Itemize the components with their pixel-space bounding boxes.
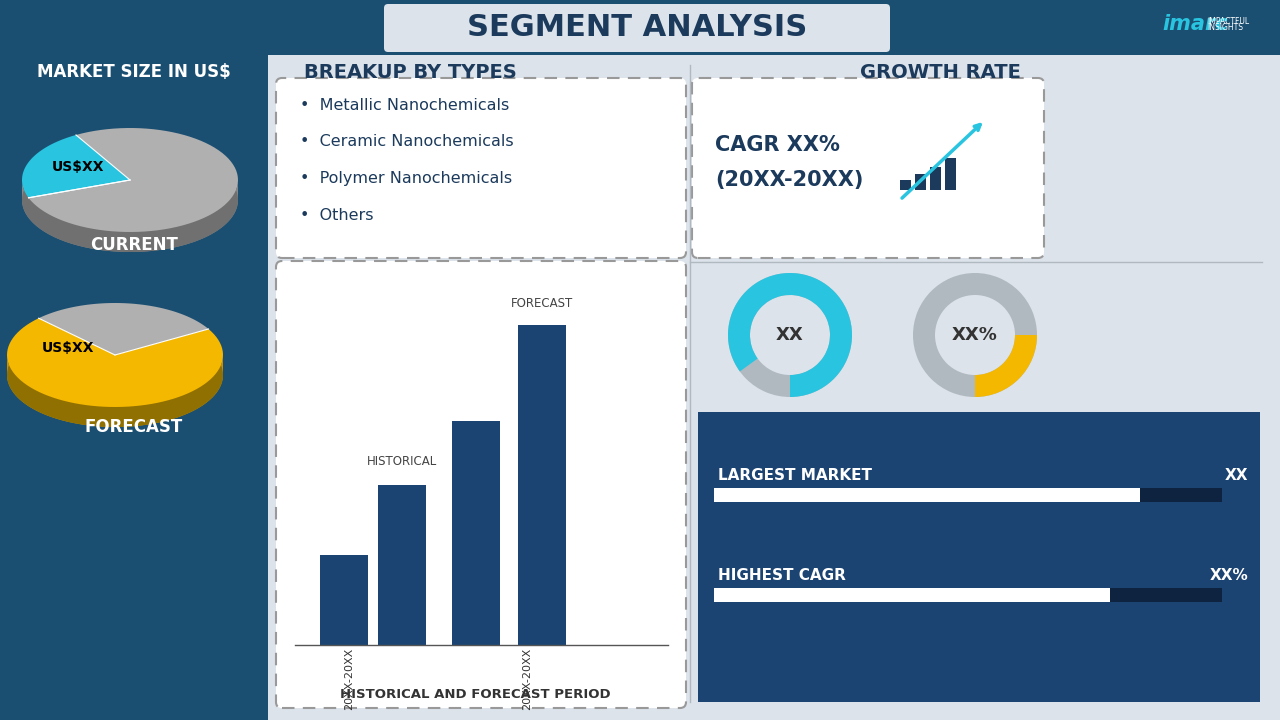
Text: FORECAST: FORECAST [84, 418, 183, 436]
Text: XX%: XX% [952, 326, 998, 344]
Wedge shape [913, 273, 1037, 397]
Polygon shape [28, 128, 238, 232]
FancyBboxPatch shape [384, 4, 890, 52]
Text: HISTORICAL AND FORECAST PERIOD: HISTORICAL AND FORECAST PERIOD [339, 688, 611, 701]
Ellipse shape [22, 148, 238, 252]
Wedge shape [728, 273, 852, 397]
Text: •  Others: • Others [300, 209, 374, 223]
Polygon shape [22, 180, 238, 252]
Text: MARKET SIZE IN US$: MARKET SIZE IN US$ [37, 63, 230, 81]
Text: XX%: XX% [1210, 567, 1248, 582]
FancyBboxPatch shape [900, 180, 911, 190]
FancyBboxPatch shape [276, 261, 686, 708]
FancyBboxPatch shape [714, 488, 1222, 502]
Text: •  Ceramic Nanochemicals: • Ceramic Nanochemicals [300, 135, 513, 150]
Ellipse shape [6, 323, 223, 427]
FancyBboxPatch shape [0, 0, 1280, 55]
Text: FORECAST: FORECAST [511, 297, 573, 310]
FancyBboxPatch shape [698, 412, 1260, 702]
Text: IMPACTFUL: IMPACTFUL [1207, 17, 1249, 25]
Text: •  Polymer Nanochemicals: • Polymer Nanochemicals [300, 171, 512, 186]
Text: SEGMENT ANALYSIS: SEGMENT ANALYSIS [467, 14, 808, 42]
FancyBboxPatch shape [714, 588, 1222, 602]
Text: •  Metallic Nanochemicals: • Metallic Nanochemicals [300, 97, 509, 112]
Text: LARGEST MARKET: LARGEST MARKET [718, 467, 872, 482]
Wedge shape [975, 335, 1037, 397]
Text: INSIGHTS: INSIGHTS [1207, 24, 1243, 32]
Text: BREAKUP BY TYPES: BREAKUP BY TYPES [305, 63, 517, 83]
Wedge shape [728, 273, 852, 397]
Text: XX: XX [776, 326, 804, 344]
FancyBboxPatch shape [276, 78, 686, 258]
Polygon shape [6, 355, 223, 427]
Text: US$XX: US$XX [42, 341, 95, 355]
Text: CAGR XX%: CAGR XX% [716, 135, 840, 155]
FancyBboxPatch shape [378, 485, 426, 645]
Polygon shape [38, 303, 209, 355]
Text: 20XX-20XX: 20XX-20XX [344, 648, 355, 710]
Text: (20XX-20XX): (20XX-20XX) [716, 170, 864, 190]
FancyBboxPatch shape [452, 421, 500, 645]
Text: HIGHEST CAGR: HIGHEST CAGR [718, 567, 846, 582]
FancyBboxPatch shape [320, 555, 369, 645]
FancyBboxPatch shape [714, 488, 1140, 502]
Text: imarc: imarc [1162, 14, 1228, 34]
Text: XX: XX [1225, 467, 1248, 482]
FancyBboxPatch shape [692, 78, 1044, 258]
Polygon shape [6, 318, 223, 407]
FancyBboxPatch shape [931, 167, 941, 190]
Text: US$XX: US$XX [51, 160, 104, 174]
FancyBboxPatch shape [0, 0, 268, 720]
FancyBboxPatch shape [518, 325, 566, 645]
Text: CURRENT: CURRENT [90, 236, 178, 254]
FancyBboxPatch shape [714, 588, 1110, 602]
Polygon shape [22, 135, 131, 198]
Text: 20XX-20XX: 20XX-20XX [522, 648, 532, 710]
Text: GROWTH RATE: GROWTH RATE [860, 63, 1020, 83]
FancyBboxPatch shape [945, 158, 956, 190]
FancyBboxPatch shape [915, 174, 925, 190]
Text: HISTORICAL: HISTORICAL [367, 455, 438, 468]
